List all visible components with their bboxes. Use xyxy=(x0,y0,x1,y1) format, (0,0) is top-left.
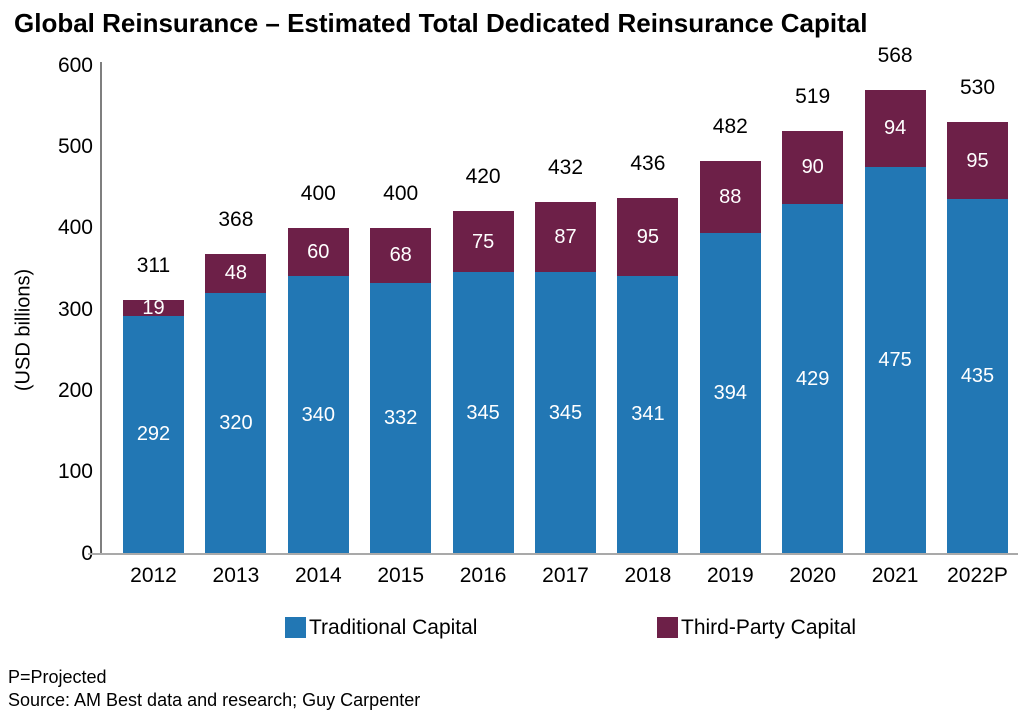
page-title: Global Reinsurance – Estimated Total Ded… xyxy=(14,8,868,38)
y-axis-tick-labels: 0 100 200 300 400 500 600 xyxy=(20,55,93,564)
traditional-segment-2013: 320 xyxy=(205,292,267,553)
x-tick-label-2021: 2021 xyxy=(871,564,919,587)
bar-group-2012: 19 292 311 2012 xyxy=(123,255,184,586)
third-party-value-label: 88 xyxy=(719,185,742,208)
total-label-2018: 436 xyxy=(630,152,666,176)
total-label-2019: 482 xyxy=(712,114,748,138)
total-label-2015: 400 xyxy=(383,181,419,205)
y-tick-label-400: 400 xyxy=(57,216,93,240)
y-axis-line xyxy=(100,62,102,554)
traditional-segment-2012: 292 xyxy=(123,315,184,553)
traditional-value-label: 394 xyxy=(713,381,747,404)
footnote-projected: P=Projected xyxy=(8,667,107,687)
traditional-value-label: 340 xyxy=(301,403,335,426)
total-label-2017: 432 xyxy=(547,155,584,179)
traditional-value-label: 341 xyxy=(631,403,665,426)
legend-swatch-third-party-icon xyxy=(657,617,678,638)
traditional-segment-2020: 429 xyxy=(782,204,844,553)
y-tick-label-100: 100 xyxy=(57,460,93,484)
traditional-segment-2022P: 435 xyxy=(947,199,1008,553)
traditional-segment-2017: 345 xyxy=(535,272,596,553)
third-party-segment-2014: 60 xyxy=(287,227,349,277)
legend-label-traditional: Traditional Capital xyxy=(309,616,478,639)
traditional-value-label: 345 xyxy=(466,401,500,424)
third-party-segment-2019: 88 xyxy=(699,160,761,233)
third-party-value-label: 19 xyxy=(142,296,165,319)
traditional-value-label: 345 xyxy=(548,401,583,424)
third-party-value-label: 48 xyxy=(224,262,248,285)
third-party-segment-2018: 95 xyxy=(617,198,679,276)
total-label-2013: 368 xyxy=(218,207,254,231)
bar-group-2017: 87 345 432 2017 xyxy=(535,157,596,586)
x-tick-label-2014: 2014 xyxy=(294,564,342,587)
plot-area: 19 292 311 2012 48 320 368 2013 60 340 400 2014 68 33… xyxy=(101,45,1017,586)
total-label-2020: 519 xyxy=(795,84,831,108)
third-party-value-label: 75 xyxy=(471,230,495,253)
x-tick-label-2012: 2012 xyxy=(130,564,177,587)
x-tick-label-2018: 2018 xyxy=(624,564,672,587)
third-party-segment-2012: 19 xyxy=(123,296,184,319)
third-party-value-label: 95 xyxy=(966,149,989,172)
third-party-value-label: 94 xyxy=(883,117,907,140)
total-label-2012: 311 xyxy=(136,254,171,278)
third-party-value-label: 95 xyxy=(636,226,660,249)
traditional-segment-2016: 345 xyxy=(452,272,514,553)
y-tick-label-0: 0 xyxy=(20,543,93,564)
legend-item-traditional: Traditional Capital xyxy=(285,616,477,639)
total-label-2022P: 530 xyxy=(959,75,996,99)
x-tick-label-2017: 2017 xyxy=(542,564,589,587)
traditional-value-label: 292 xyxy=(136,423,171,446)
total-label-2014: 400 xyxy=(300,181,336,205)
legend-swatch-traditional-icon xyxy=(285,617,306,638)
bar-group-2019: 88 394 482 2019 xyxy=(699,116,761,586)
traditional-value-label: 475 xyxy=(878,348,912,371)
bar-group-2020: 90 429 519 2020 xyxy=(782,86,844,586)
third-party-segment-2015: 68 xyxy=(370,227,432,283)
y-tick-label-300: 300 xyxy=(57,297,93,321)
traditional-value-label: 435 xyxy=(960,365,995,388)
x-axis-line xyxy=(88,553,1018,555)
x-tick-label-2020: 2020 xyxy=(789,564,837,587)
bar-group-2016: 75 345 420 2016 xyxy=(452,166,514,586)
x-tick-label-2016: 2016 xyxy=(459,564,507,587)
y-tick-label-500: 500 xyxy=(57,134,93,158)
traditional-value-label: 429 xyxy=(796,367,830,390)
bar-group-2015: 68 332 400 2015 xyxy=(370,183,432,586)
x-tick-label-2019: 2019 xyxy=(706,564,754,587)
third-party-value-label: 87 xyxy=(554,226,577,249)
legend-label-third-party: Third-Party Capital xyxy=(681,616,857,639)
third-party-segment-2017: 87 xyxy=(535,201,596,273)
third-party-segment-2013: 48 xyxy=(205,253,267,293)
traditional-segment-2014: 340 xyxy=(287,276,349,553)
traditional-segment-2018: 341 xyxy=(617,275,679,553)
third-party-segment-2022P: 95 xyxy=(947,121,1008,200)
x-tick-label-2022P: 2022P xyxy=(947,564,1008,587)
third-party-value-label: 90 xyxy=(801,156,824,179)
legend: Traditional Capital Third-Party Capital xyxy=(0,616,1024,642)
traditional-segment-2015: 332 xyxy=(370,282,432,553)
bar-group-2021: 94 475 568 2021 xyxy=(864,45,926,586)
legend-item-third-party: Third-Party Capital xyxy=(657,616,856,639)
total-label-2021: 568 xyxy=(877,44,913,68)
bar-group-2018: 95 341 436 2018 xyxy=(617,153,679,586)
x-tick-label-2013: 2013 xyxy=(212,564,260,587)
total-label-2016: 420 xyxy=(465,165,501,189)
third-party-value-label: 68 xyxy=(389,244,412,267)
third-party-segment-2021: 94 xyxy=(864,90,926,167)
third-party-segment-2020: 90 xyxy=(782,130,844,205)
bar-group-2014: 60 340 400 2014 xyxy=(287,183,349,586)
third-party-segment-2016: 75 xyxy=(452,211,514,273)
third-party-value-label: 60 xyxy=(307,241,330,264)
footnote-source: Source: AM Best data and research; Guy C… xyxy=(8,690,421,710)
traditional-value-label: 320 xyxy=(219,411,253,434)
traditional-segment-2019: 394 xyxy=(699,232,761,553)
y-tick-label-200: 200 xyxy=(57,378,93,402)
y-tick-label-600: 600 xyxy=(57,53,93,77)
bar-group-2013: 48 320 368 2013 xyxy=(205,209,267,586)
traditional-value-label: 332 xyxy=(384,406,418,429)
bar-group-2022P: 95 435 530 2022P xyxy=(947,77,1008,586)
x-tick-label-2015: 2015 xyxy=(377,564,425,587)
traditional-segment-2021: 475 xyxy=(864,166,926,553)
